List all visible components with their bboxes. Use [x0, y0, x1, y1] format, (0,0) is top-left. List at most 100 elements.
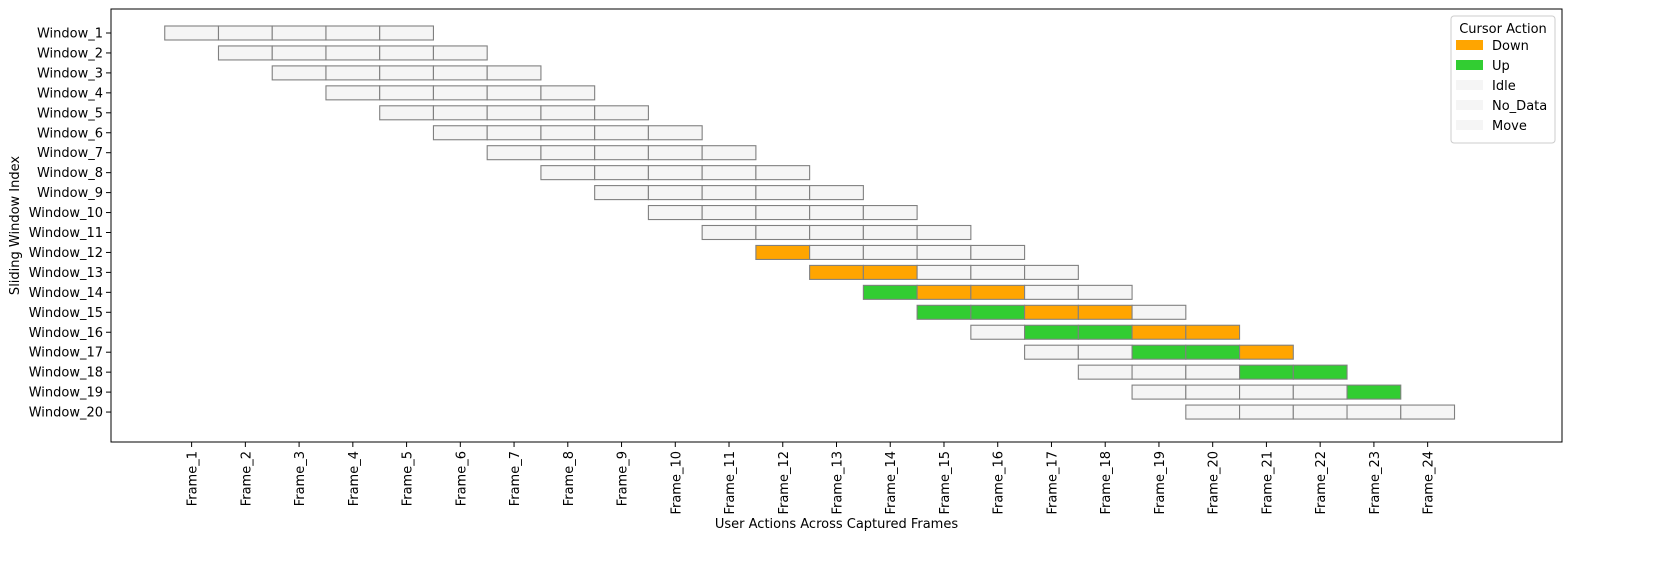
cell-window-2-3-idle — [325, 45, 381, 61]
cell-window-4-2-idle — [379, 85, 434, 101]
cell-window-20-3-idle — [1292, 404, 1348, 420]
cell-window-19-4-idle — [1292, 384, 1348, 400]
cell-window-5-2-idle — [432, 105, 488, 121]
cell-window-3-2-idle — [325, 65, 381, 81]
cell-window-10-3-idle — [755, 205, 811, 221]
y-axis-ticks: Window_1 Window_2 Window_3 Window_4 Window_5… — [29, 27, 111, 421]
cell-window-1-5-idle — [379, 25, 434, 41]
cell-window-7-3-idle — [594, 145, 649, 161]
y-tick-label: Window_11 — [29, 226, 103, 241]
cell-window-6-1-idle — [432, 125, 488, 141]
cell-window-19-5-up — [1346, 384, 1402, 400]
cell-window-2-4-idle — [379, 45, 434, 61]
cell-window-19-1-idle — [1131, 384, 1187, 400]
x-tick-label: Frame_10 — [669, 451, 684, 515]
x-axis-label: User Actions Across Captured Frames — [715, 517, 958, 532]
cell-window-16-1-idle — [970, 324, 1026, 340]
cell-window-20-1-idle — [1185, 404, 1241, 420]
y-tick-label: Window_5 — [37, 106, 103, 121]
x-tick-label: Frame_8 — [562, 451, 577, 506]
cell-window-16-5-down — [1185, 324, 1241, 340]
cell-window-18-4-up — [1239, 364, 1294, 380]
cell-window-10-4-idle — [809, 205, 864, 221]
cell-window-11-3-idle — [809, 224, 864, 241]
x-tick-label: Frame_6 — [454, 451, 469, 506]
cell-window-12-5-idle — [970, 244, 1026, 260]
cell-window-1-1-idle — [164, 25, 220, 41]
cell-window-6-3-idle — [540, 125, 596, 141]
cell-window-18-5-up — [1292, 364, 1348, 380]
cell-window-9-1-idle — [594, 185, 649, 201]
legend-swatch-down — [1456, 40, 1483, 50]
legend-swatch-move — [1456, 120, 1483, 130]
cell-window-14-5-idle — [1077, 284, 1133, 300]
y-tick-label: Window_3 — [37, 66, 103, 81]
y-tick-label: Window_16 — [29, 326, 103, 341]
cell-window-9-5-idle — [809, 185, 864, 201]
y-tick-label: Window_1 — [37, 27, 103, 42]
cell-window-7-4-idle — [647, 145, 703, 161]
cell-window-19-2-idle — [1185, 384, 1241, 400]
cell-window-18-3-idle — [1185, 364, 1241, 380]
cell-window-3-5-idle — [486, 65, 542, 81]
cell-window-5-3-idle — [486, 105, 542, 121]
y-tick-label: Window_18 — [29, 366, 103, 381]
cell-window-9-4-idle — [755, 185, 811, 201]
cell-window-8-1-idle — [540, 165, 596, 181]
legend-label-down: Down — [1492, 39, 1529, 54]
cell-window-15-5-idle — [1131, 304, 1187, 320]
x-tick-label: Frame_13 — [831, 451, 846, 515]
cell-window-12-2-idle — [809, 244, 864, 260]
cell-window-4-3-idle — [432, 85, 488, 101]
cell-window-17-2-idle — [1077, 344, 1133, 360]
cell-window-15-1-up — [916, 304, 972, 320]
x-tick-label: Frame_21 — [1260, 451, 1275, 515]
cell-window-8-5-idle — [755, 165, 811, 181]
cell-window-13-5-idle — [1024, 264, 1079, 280]
x-tick-label: Frame_18 — [1099, 451, 1114, 515]
cell-window-16-2-up — [1024, 324, 1079, 340]
legend: Cursor Action Down Up Idle No_Data Move — [1450, 15, 1556, 144]
cell-window-11-4-idle — [862, 224, 918, 241]
x-tick-label: Frame_22 — [1314, 451, 1329, 515]
y-tick-label: Window_9 — [37, 186, 103, 201]
cell-window-6-5-idle — [647, 125, 703, 141]
cell-window-2-1-idle — [217, 45, 273, 61]
x-tick-label: Frame_2 — [239, 451, 254, 506]
cell-window-1-4-idle — [325, 25, 381, 41]
x-tick-label: Frame_9 — [616, 451, 631, 506]
y-tick-label: Window_10 — [29, 206, 103, 221]
cell-window-11-1-idle — [701, 224, 757, 241]
cell-window-12-3-idle — [862, 244, 918, 260]
cell-window-13-2-down — [862, 264, 918, 280]
y-tick-label: Window_7 — [37, 146, 103, 161]
cell-window-14-1-up — [862, 284, 918, 300]
legend-label-move: Move — [1492, 119, 1527, 134]
cell-window-18-1-idle — [1077, 364, 1133, 380]
cell-window-15-3-down — [1024, 304, 1079, 320]
legend-label-no-data: No_Data — [1492, 99, 1547, 114]
y-tick-label: Window_19 — [29, 386, 103, 401]
x-tick-label: Frame_14 — [884, 451, 899, 515]
x-tick-label: Frame_23 — [1368, 451, 1383, 515]
y-tick-label: Window_20 — [29, 406, 103, 421]
cell-window-17-4-up — [1185, 344, 1241, 360]
cell-window-10-5-idle — [862, 205, 918, 221]
cell-window-20-4-idle — [1346, 404, 1402, 420]
y-tick-label: Window_12 — [29, 246, 103, 261]
x-tick-label: Frame_15 — [938, 451, 953, 515]
cell-window-7-2-idle — [540, 145, 596, 161]
x-tick-label: Frame_19 — [1153, 451, 1168, 515]
x-tick-label: Frame_1 — [186, 451, 201, 506]
cell-window-6-2-idle — [486, 125, 542, 141]
cell-window-4-5-idle — [540, 85, 596, 101]
y-tick-label: Window_2 — [37, 46, 103, 61]
cell-window-19-3-idle — [1239, 384, 1294, 400]
cell-window-17-1-idle — [1024, 344, 1079, 360]
cell-window-17-3-up — [1131, 344, 1187, 360]
legend-swatch-idle — [1456, 80, 1483, 90]
legend-swatch-no-data — [1456, 100, 1483, 110]
cell-window-5-1-idle — [379, 105, 434, 121]
y-tick-label: Window_14 — [29, 286, 103, 301]
